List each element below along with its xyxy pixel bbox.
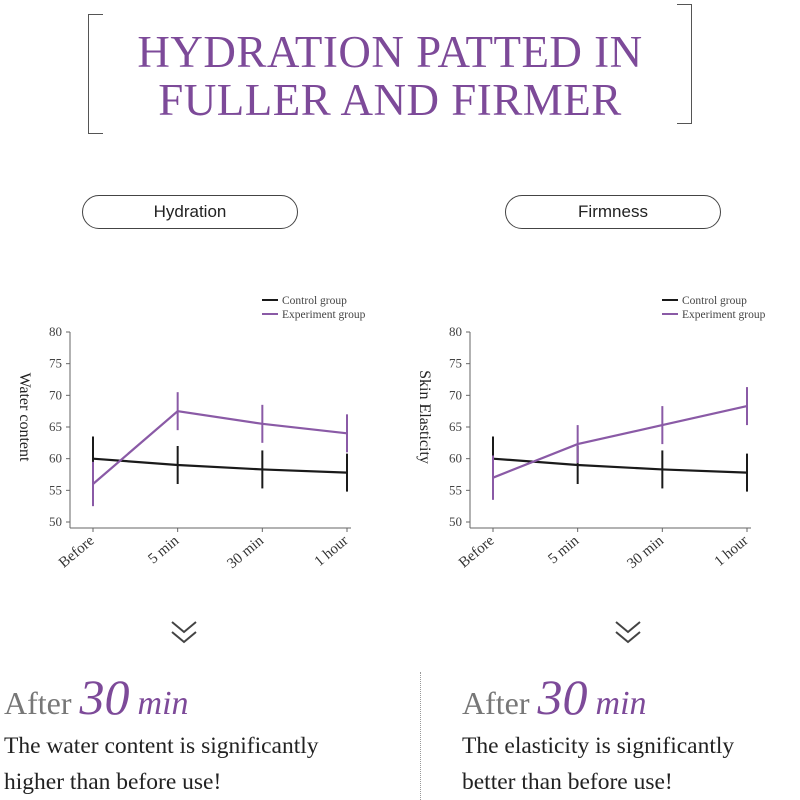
after-30-min-heading: After 30 min xyxy=(462,668,647,726)
hydration-pill: Hydration xyxy=(82,195,298,229)
series-line-0 xyxy=(92,457,348,474)
after-30-min-heading: After 30 min xyxy=(4,668,189,726)
y-tick-label: 55 xyxy=(449,482,462,497)
y-tick-label: 60 xyxy=(49,451,62,466)
legend-label: Experiment group xyxy=(282,309,366,321)
after-prefix: After xyxy=(4,685,72,721)
title-line-1: HYDRATION PATTED IN xyxy=(137,27,643,77)
series-group xyxy=(92,410,348,485)
y-tick-label: 70 xyxy=(449,387,462,402)
skin-elasticity-chart: 50 55 60 65 70 75 80 Before 5 min 30 min 1 hour Ski… xyxy=(416,295,766,572)
x-tick-label: Before xyxy=(456,533,498,572)
legend-label: Control group xyxy=(282,295,347,307)
y-tick-label: 75 xyxy=(449,356,462,371)
double-chevron-down-icon xyxy=(615,621,641,644)
y-axis-label: Water content xyxy=(16,373,33,462)
series-group xyxy=(92,457,348,474)
y-tick-label: 60 xyxy=(449,451,462,466)
y-tick-label: 50 xyxy=(449,514,462,529)
after-number: 30 xyxy=(537,669,588,725)
y-tick-label: 80 xyxy=(449,324,462,339)
y-tick-label: 50 xyxy=(49,514,62,529)
y-tick-label: 75 xyxy=(49,356,62,371)
after-unit: min xyxy=(595,685,647,722)
description-line-1: The water content is significantly xyxy=(4,733,319,759)
x-tick-label: 1 hour xyxy=(312,533,352,570)
series-line-1 xyxy=(92,410,348,485)
title-line-2: FULLER AND FIRMER xyxy=(158,75,622,125)
series-line-1 xyxy=(492,405,748,479)
description-line-1: The elasticity is significantly xyxy=(462,733,735,759)
hydration-description: The water content is significantly highe… xyxy=(4,728,319,800)
x-tick-label: Before xyxy=(56,533,98,572)
y-tick-label: 55 xyxy=(49,482,62,497)
x-tick-label: 30 min xyxy=(624,532,667,572)
description-line-2: higher than before use! xyxy=(4,769,222,795)
after-prefix: After xyxy=(462,685,530,721)
page-header: HYDRATION PATTED IN FULLER AND FIRMER xyxy=(88,4,692,134)
firmness-description: The elasticity is significantly better t… xyxy=(462,728,734,800)
x-tick-label: 30 min xyxy=(224,532,267,572)
x-tick-label: 5 min xyxy=(145,532,182,567)
double-chevron-down-icon xyxy=(171,621,197,644)
after-number: 30 xyxy=(79,669,130,725)
dotted-divider xyxy=(420,672,421,800)
after-unit: min xyxy=(137,685,189,722)
firmness-pill: Firmness xyxy=(505,195,721,229)
series-group xyxy=(492,405,748,479)
y-tick-label: 80 xyxy=(49,324,62,339)
x-tick-label: 1 hour xyxy=(712,533,752,570)
page-title: HYDRATION PATTED IN FULLER AND FIRMER xyxy=(108,28,672,124)
description-line-2: better than before use! xyxy=(462,769,673,795)
legend-label: Experiment group xyxy=(682,309,766,321)
y-tick-label: 65 xyxy=(49,419,62,434)
water-content-chart: 50 55 60 65 70 75 80 Before 5 min 30 min 1 hour Wat… xyxy=(16,295,366,572)
x-tick-label: 5 min xyxy=(545,532,582,567)
legend-label: Control group xyxy=(682,295,747,307)
series-line-0 xyxy=(492,457,748,474)
series-group xyxy=(492,457,748,474)
y-tick-label: 70 xyxy=(49,387,62,402)
y-tick-label: 65 xyxy=(449,419,462,434)
y-axis-label: Skin Elasticity xyxy=(416,370,433,464)
left-bracket xyxy=(88,14,103,134)
right-bracket xyxy=(677,4,692,124)
